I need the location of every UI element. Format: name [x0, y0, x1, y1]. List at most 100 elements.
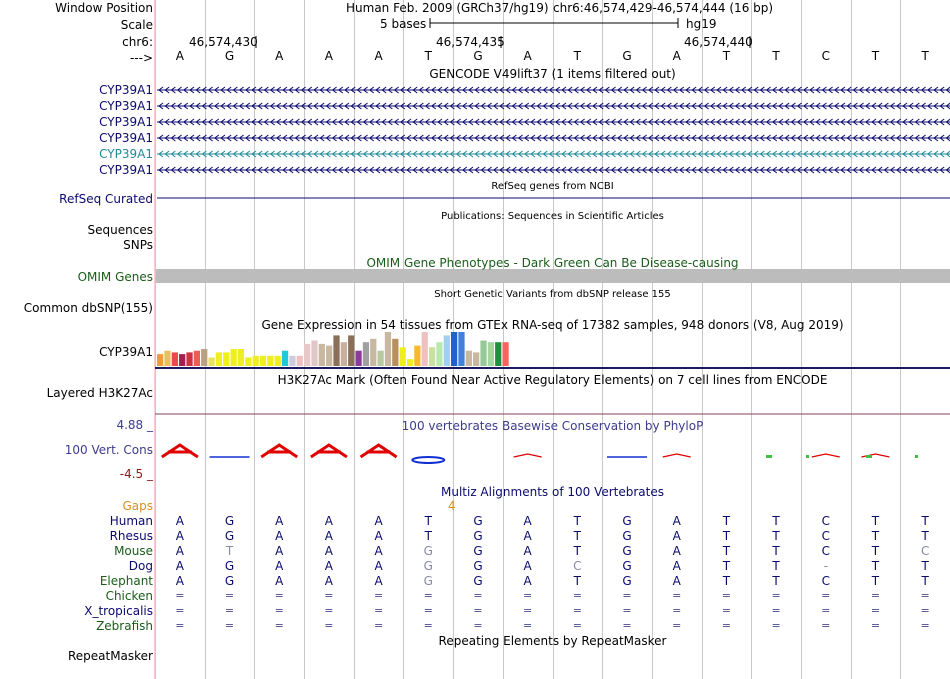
strand-chevron — [709, 102, 716, 110]
species-label[interactable]: Dog — [128, 559, 153, 573]
strand-chevron — [691, 102, 697, 110]
strand-chevron — [926, 118, 933, 126]
strand-chevron — [375, 166, 381, 174]
strand-chevron — [833, 166, 840, 174]
gencode-track-label[interactable]: CYP39A1 — [99, 99, 153, 113]
refseq-title[interactable]: RefSeq genes from NCBI — [491, 181, 614, 192]
strand-chevron — [697, 118, 703, 126]
alignment-base: = — [920, 589, 930, 602]
phylop-title[interactable]: 100 vertebrates Basewise Conservation by… — [401, 419, 704, 433]
strand-chevron — [220, 134, 226, 142]
strand-chevron — [889, 134, 895, 142]
publications-label[interactable]: Sequences — [87, 223, 153, 237]
strand-chevron — [585, 86, 592, 94]
alignment-base: = — [175, 589, 185, 602]
strand-chevron — [747, 118, 753, 126]
strand-chevron — [232, 166, 238, 174]
strand-chevron — [331, 118, 337, 126]
strand-chevron — [889, 118, 895, 126]
alignment-base: G — [423, 544, 433, 558]
h3k27ac-label[interactable]: Layered H3K27Ac — [46, 386, 153, 400]
strand-chevron — [523, 166, 530, 174]
strand-chevron — [598, 166, 604, 174]
strand-chevron — [288, 150, 294, 158]
strand-chevron — [375, 134, 381, 142]
gencode-title[interactable]: GENCODE V49lift37 (1 items filtered out) — [429, 67, 676, 81]
strand-chevron — [468, 134, 474, 142]
snps-label[interactable]: SNPs — [123, 238, 153, 252]
gencode-track-label[interactable]: CYP39A1 — [99, 163, 153, 177]
strand-chevron — [579, 118, 585, 126]
strand-chevron — [337, 166, 344, 174]
strand-chevron — [567, 166, 573, 174]
strand-chevron — [604, 86, 610, 94]
strand-chevron — [294, 134, 300, 142]
strand-chevron — [170, 150, 176, 158]
strand-chevron — [821, 118, 827, 126]
strand-chevron — [672, 134, 678, 142]
strand-chevron — [300, 150, 306, 158]
strand-chevron — [437, 86, 443, 94]
strand-chevron — [802, 150, 809, 158]
strand-chevron — [189, 134, 195, 142]
species-label[interactable]: X_tropicalis — [84, 604, 153, 618]
dbsnp-label[interactable]: Common dbSNP(155) — [23, 301, 153, 315]
species-label[interactable]: Rhesus — [109, 529, 153, 543]
strand-chevron — [536, 102, 542, 110]
repeatmasker-title[interactable]: Repeating Elements by RepeatMasker — [438, 634, 667, 648]
strand-chevron — [412, 86, 418, 94]
species-label[interactable]: Zebrafish — [96, 619, 153, 633]
alignment-base: T — [573, 544, 582, 558]
reference-base: G — [622, 49, 632, 63]
strand-chevron — [244, 118, 251, 126]
publications-title[interactable]: Publications: Sequences in Scientific Ar… — [441, 211, 664, 222]
strand-chevron — [920, 102, 926, 110]
strand-chevron — [306, 86, 313, 94]
strand-chevron — [232, 150, 238, 158]
strand-chevron — [244, 150, 251, 158]
omim-label[interactable]: OMIM Genes — [77, 270, 153, 284]
strand-chevron — [592, 134, 598, 142]
strand-chevron — [604, 118, 610, 126]
strand-chevron — [691, 86, 697, 94]
strand-chevron — [666, 118, 672, 126]
strand-chevron — [585, 102, 592, 110]
gtex-label[interactable]: CYP39A1 — [99, 345, 153, 359]
strand-chevron — [933, 118, 939, 126]
gtex-bar — [465, 350, 472, 366]
phylop-score — [866, 455, 872, 458]
gtex-title[interactable]: Gene Expression in 54 tissues from GTEx … — [261, 318, 844, 332]
omim-title[interactable]: OMIM Gene Phenotypes - Dark Green Can Be… — [366, 256, 739, 270]
h3k27ac-title[interactable]: H3K27Ac Mark (Often Found Near Active Re… — [277, 373, 828, 387]
strand-chevron — [709, 118, 716, 126]
species-label[interactable]: Mouse — [114, 544, 153, 558]
alignment-base: = — [920, 619, 930, 632]
strand-chevron — [604, 166, 610, 174]
gencode-track-label[interactable]: CYP39A1 — [99, 147, 153, 161]
strand-chevron — [226, 150, 232, 158]
alignment-base: A — [175, 529, 184, 543]
strand-chevron — [908, 102, 914, 110]
multiz-title[interactable]: Multiz Alignments of 100 Vertebrates — [440, 485, 665, 499]
repeatmasker-label[interactable]: RepeatMasker — [67, 649, 153, 663]
strand-chevron — [889, 86, 895, 94]
species-label[interactable]: Human — [109, 514, 153, 528]
species-label[interactable]: Chicken — [105, 589, 153, 603]
dbsnp-title[interactable]: Short Genetic Variants from dbSNP releas… — [434, 289, 671, 300]
strand-chevron — [331, 102, 337, 110]
gencode-track-label[interactable]: CYP39A1 — [99, 83, 153, 97]
strand-chevron — [468, 118, 474, 126]
strand-chevron — [827, 166, 833, 174]
strand-chevron — [492, 102, 499, 110]
strand-chevron — [740, 102, 747, 110]
gaps-label[interactable]: Gaps — [122, 499, 153, 513]
strand-chevron — [164, 86, 170, 94]
strand-chevron — [815, 86, 821, 94]
strand-chevron — [623, 166, 629, 174]
gencode-track-label[interactable]: CYP39A1 — [99, 131, 153, 145]
strand-chevron — [802, 166, 809, 174]
refseq-label[interactable]: RefSeq Curated — [59, 192, 153, 206]
species-label[interactable]: Elephant — [99, 574, 153, 588]
phylop-label[interactable]: 100 Vert. Cons — [64, 443, 153, 457]
gencode-track-label[interactable]: CYP39A1 — [99, 115, 153, 129]
